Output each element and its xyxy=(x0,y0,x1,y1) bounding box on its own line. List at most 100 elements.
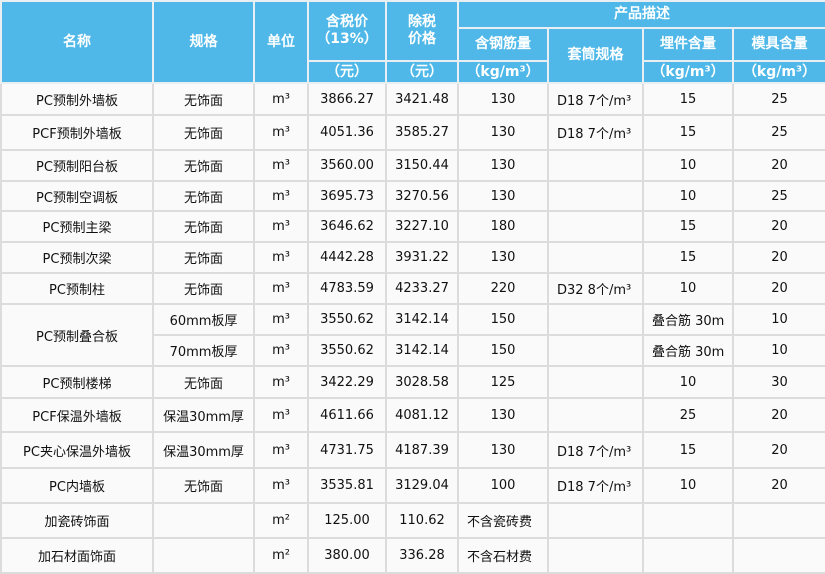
cell-unit: m² xyxy=(253,502,309,539)
cell-price-tax: 3535.81 xyxy=(307,467,387,504)
cell-spec: 无饰面 xyxy=(152,467,255,504)
cell-unit: m³ xyxy=(253,365,309,399)
cell-price-notax: 3028.58 xyxy=(385,365,459,399)
cell-unit: m³ xyxy=(253,210,309,243)
table-row: PCF预制外墙板 无饰面 m³ 4051.36 3585.27 130 D18 7个/m³ 1… xyxy=(0,114,825,151)
cell-price-notax: 3585.27 xyxy=(385,114,459,151)
cell-steel: 130 xyxy=(457,114,549,151)
cell-spec: 无饰面 xyxy=(152,149,255,182)
header-product-desc: 产品描述 xyxy=(457,0,825,29)
cell-mold xyxy=(732,502,825,539)
cell-steel: 130 xyxy=(457,397,549,433)
cell-mold: 10 xyxy=(732,303,825,336)
header-price-notax: 除税 价格 xyxy=(385,0,459,62)
cell-name: PC预制空调板 xyxy=(0,180,154,212)
cell-name: PC预制外墙板 xyxy=(0,82,154,116)
cell-mold: 25 xyxy=(732,82,825,116)
cell-unit: m³ xyxy=(253,272,309,305)
cell-embed: 10 xyxy=(642,180,734,212)
cell-price-notax: 4187.39 xyxy=(385,431,459,469)
cell-steel: 150 xyxy=(457,303,549,336)
cell-name: PC预制主梁 xyxy=(0,210,154,243)
cell-spec: 无饰面 xyxy=(152,210,255,243)
cell-mold: 20 xyxy=(732,272,825,305)
cell-mold: 20 xyxy=(732,467,825,504)
header-price-notax-unit: （元） xyxy=(385,60,459,84)
table-row: 加瓷砖饰面 m² 125.00 110.62 不含瓷砖费 xyxy=(0,502,825,539)
cell-price-notax: 4233.27 xyxy=(385,272,459,305)
cell-steel: 130 xyxy=(457,241,549,274)
cell-sleeve xyxy=(547,397,644,433)
cell-price-notax: 3142.14 xyxy=(385,303,459,336)
cell-sleeve: D18 7个/m³ xyxy=(547,467,644,504)
cell-sleeve xyxy=(547,241,644,274)
cell-unit: m³ xyxy=(253,334,309,367)
header-sleeve: 套筒规格 xyxy=(547,27,644,84)
cell-sleeve xyxy=(547,149,644,182)
cell-price-notax: 3129.04 xyxy=(385,467,459,504)
cell-sleeve xyxy=(547,365,644,399)
cell-sleeve xyxy=(547,537,644,574)
cell-name: PCF保温外墙板 xyxy=(0,397,154,433)
cell-spec: 保温30mm厚 xyxy=(152,431,255,469)
cell-price-notax: 3421.48 xyxy=(385,82,459,116)
cell-unit: m³ xyxy=(253,114,309,151)
cell-embed: 10 xyxy=(642,365,734,399)
table-row: PC预制柱 无饰面 m³ 4783.59 4233.27 220 D32 8个/m³ 10 20 xyxy=(0,272,825,305)
cell-steel: 130 xyxy=(457,180,549,212)
cell-name: 加石材面饰面 xyxy=(0,537,154,574)
cell-mold: 25 xyxy=(732,114,825,151)
cell-embed: 10 xyxy=(642,149,734,182)
cell-embed: 叠合筋 30m xyxy=(642,303,734,336)
cell-embed: 10 xyxy=(642,272,734,305)
header-embed-unit: （kg/m³） xyxy=(642,60,734,84)
cell-price-notax: 110.62 xyxy=(385,502,459,539)
cell-mold xyxy=(732,537,825,574)
cell-unit: m³ xyxy=(253,303,309,336)
cell-sleeve xyxy=(547,334,644,367)
cell-price-tax: 380.00 xyxy=(307,537,387,574)
header-price-notax-line1: 除税 xyxy=(408,14,436,30)
cell-unit: m³ xyxy=(253,149,309,182)
cell-price-notax: 3270.56 xyxy=(385,180,459,212)
cell-spec: 保温30mm厚 xyxy=(152,397,255,433)
cell-mold: 20 xyxy=(732,149,825,182)
cell-price-tax: 3550.62 xyxy=(307,303,387,336)
cell-steel: 130 xyxy=(457,431,549,469)
cell-mold: 10 xyxy=(732,334,825,367)
cell-sleeve xyxy=(547,210,644,243)
cell-name: PC预制楼梯 xyxy=(0,365,154,399)
cell-steel: 不含瓷砖费 xyxy=(457,502,549,539)
header-name: 名称 xyxy=(0,0,154,84)
table-row: PC预制叠合板 60mm板厚 m³ 3550.62 3142.14 150 叠合筋 30m 1… xyxy=(0,303,825,367)
cell-price-tax: 4783.59 xyxy=(307,272,387,305)
cell-embed xyxy=(642,537,734,574)
table-row: PC预制外墙板 无饰面 m³ 3866.27 3421.48 130 D18 7个/m³ 15… xyxy=(0,82,825,116)
cell-price-tax: 4611.66 xyxy=(307,397,387,433)
cell-unit: m³ xyxy=(253,467,309,504)
cell-spec: 70mm板厚 xyxy=(152,334,255,367)
cell-spec: 无饰面 xyxy=(152,180,255,212)
cell-price-tax: 3866.27 xyxy=(307,82,387,116)
cell-embed: 15 xyxy=(642,210,734,243)
header-price-tax-label: 含税价 xyxy=(326,14,368,30)
cell-price-notax: 3931.22 xyxy=(385,241,459,274)
cell-embed xyxy=(642,502,734,539)
cell-price-notax: 336.28 xyxy=(385,537,459,574)
header-price-tax: 含税价 （13%） xyxy=(307,0,387,62)
cell-name: PC预制阳台板 xyxy=(0,149,154,182)
header-spec: 规格 xyxy=(152,0,255,84)
cell-price-tax: 3560.00 xyxy=(307,149,387,182)
table-row: PC预制次梁 无饰面 m³ 4442.28 3931.22 130 15 20 xyxy=(0,241,825,274)
cell-steel: 不含石材费 xyxy=(457,537,549,574)
table-row: PC预制空调板 无饰面 m³ 3695.73 3270.56 130 10 25 xyxy=(0,180,825,212)
table-row: PC预制楼梯 无饰面 m³ 3422.29 3028.58 125 10 30 xyxy=(0,365,825,399)
table-row: PC夹心保温外墙板 保温30mm厚 m³ 4731.75 4187.39 130 D18 7… xyxy=(0,431,825,469)
cell-embed: 25 xyxy=(642,397,734,433)
table-row: PC预制主梁 无饰面 m³ 3646.62 3227.10 180 15 20 xyxy=(0,210,825,243)
cell-name: PC内墙板 xyxy=(0,467,154,504)
header-price-tax-unit: （元） xyxy=(307,60,387,84)
cell-price-tax: 125.00 xyxy=(307,502,387,539)
cell-mold: 20 xyxy=(732,431,825,469)
